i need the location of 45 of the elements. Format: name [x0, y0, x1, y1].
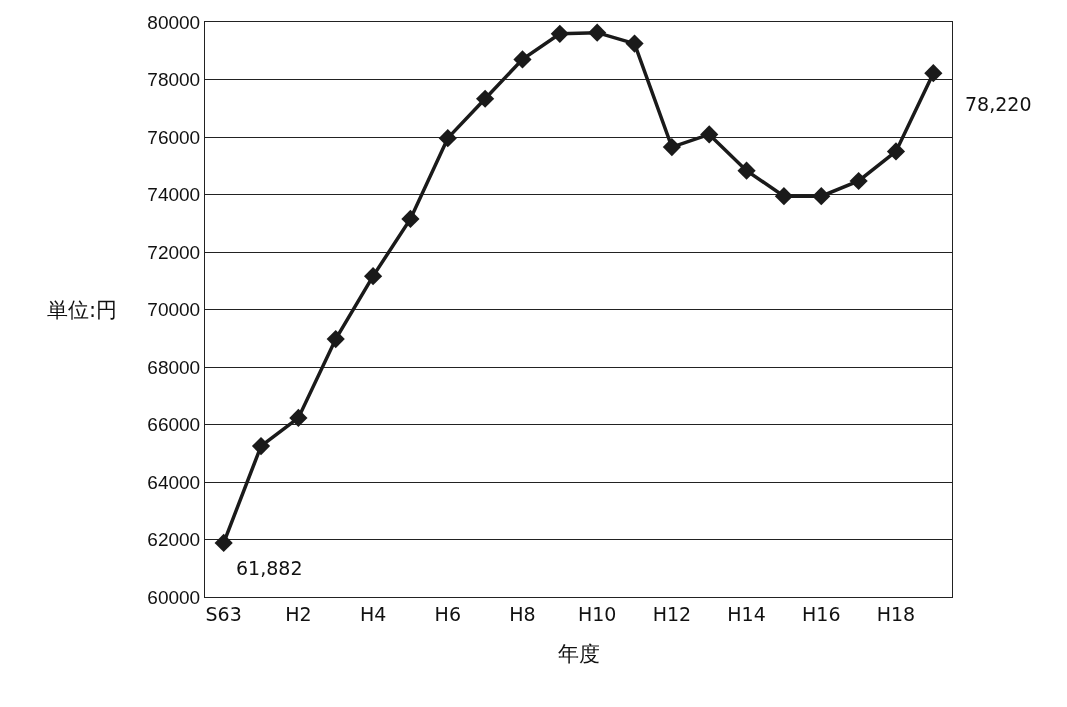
point	[886, 142, 906, 161]
point	[438, 129, 457, 148]
x-tick-label: H16	[802, 602, 841, 625]
x-tick-label: H2	[285, 602, 312, 625]
point	[737, 161, 756, 180]
y-tick-label: 78000	[147, 69, 201, 91]
x-tick-label: H8	[509, 602, 536, 625]
y-tick-label: 66000	[147, 414, 201, 436]
point	[812, 187, 831, 206]
point	[588, 23, 607, 42]
y-tick-label: 62000	[147, 529, 201, 551]
point	[924, 64, 943, 83]
data-label: 61,882	[236, 557, 303, 579]
y-tick-label: 70000	[147, 299, 201, 321]
point	[625, 34, 644, 53]
x-tick-label: H18	[876, 602, 916, 625]
point	[550, 24, 569, 43]
point	[662, 137, 681, 157]
point	[326, 330, 345, 349]
x-tick-label: H12	[652, 602, 692, 625]
point	[251, 436, 271, 456]
point	[849, 171, 868, 191]
point	[289, 408, 308, 427]
x-tick-label: S63	[205, 602, 242, 625]
x-tick-label: H10	[577, 602, 617, 625]
y-tick-label: 68000	[147, 356, 201, 378]
point	[700, 125, 719, 144]
y-tick-label: 72000	[147, 241, 201, 263]
point	[214, 533, 233, 552]
y-tick-label: 76000	[147, 126, 201, 148]
x-tick-label: H6	[434, 602, 461, 625]
point	[363, 267, 383, 286]
y-axis-title: 単位:円	[47, 298, 118, 322]
y-tick-label: 74000	[147, 184, 201, 206]
x-axis-title: 年度	[557, 642, 600, 666]
y-tick-label: 60000	[147, 586, 201, 608]
y-tick-label: 64000	[147, 471, 201, 493]
x-tick-label: H4	[359, 602, 387, 625]
point	[774, 187, 794, 206]
x-tick-label: H14	[727, 602, 766, 625]
data-label: 78,220	[965, 93, 1032, 115]
y-tick-label: 80000	[147, 11, 201, 33]
point	[401, 209, 420, 229]
point	[476, 89, 495, 108]
point	[513, 50, 532, 69]
